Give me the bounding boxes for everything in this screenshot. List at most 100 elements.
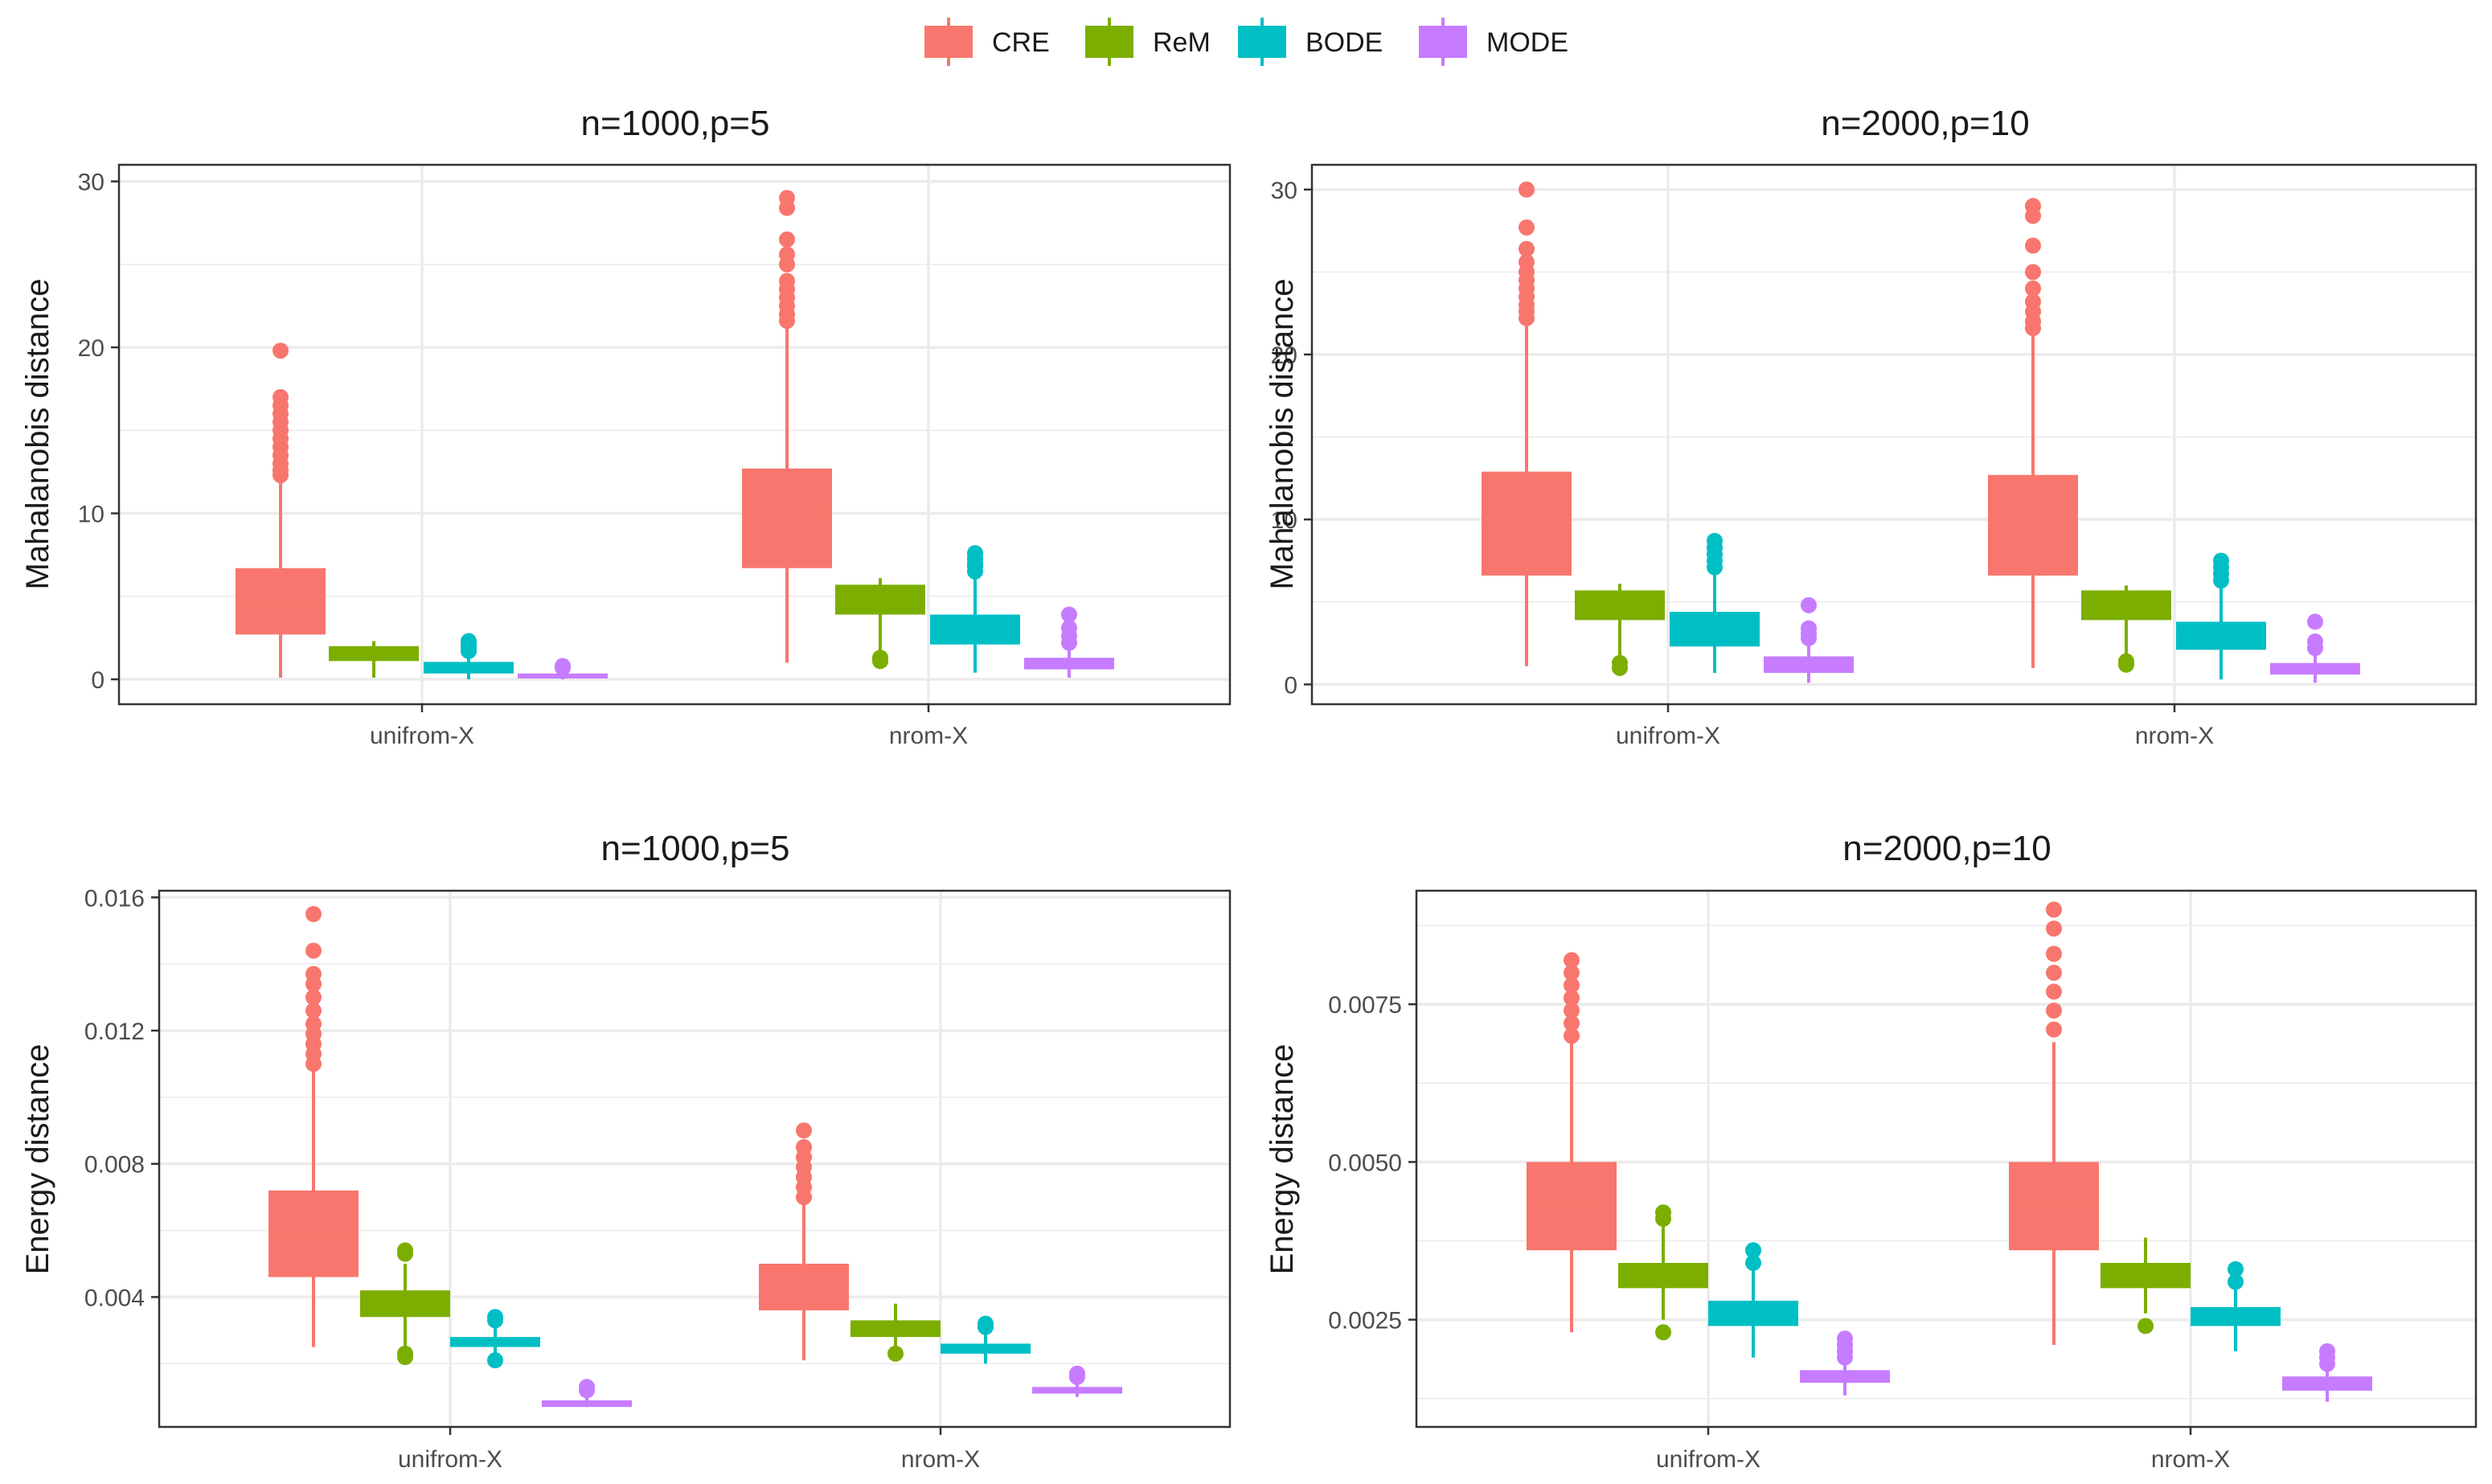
outlier-point <box>2025 237 2041 254</box>
box <box>941 1343 1031 1354</box>
y-axis-title: Energy distance <box>1264 1044 1300 1275</box>
legend-label: MODE <box>1486 27 1568 58</box>
y-tick-label: 10 <box>1271 507 1297 534</box>
outlier-point <box>1069 1365 1085 1382</box>
outlier-point <box>1745 1254 1761 1271</box>
outlier-point <box>305 942 322 959</box>
legend-key-box <box>1238 26 1286 58</box>
box <box>1482 471 1572 576</box>
box-cre-unifrom-X <box>268 906 359 1347</box>
outlier-point <box>1837 1330 1853 1347</box>
x-tick-label: nrom-X <box>901 1446 980 1473</box>
y-tick-label: 0 <box>91 667 105 694</box>
box-bode-unifrom-X <box>1670 532 1760 674</box>
box <box>742 468 832 568</box>
outlier-point <box>2228 1261 2244 1277</box>
panel-2: 0 10 20 30 unifrom-X nrom-X n=2000,p=10 Mahalan… <box>1264 104 2478 749</box>
box-bode-unifrom-X <box>1708 1242 1798 1358</box>
outlier-point <box>1655 1324 1671 1341</box>
outlier-point <box>1519 181 1535 198</box>
outlier-point <box>967 545 983 562</box>
outlier-point <box>1564 977 1580 994</box>
legend-item-mode: MODE <box>1419 18 1568 66</box>
panel-border <box>1310 163 2478 706</box>
box-cre-unifrom-X <box>1527 952 1617 1333</box>
box <box>1988 474 2078 576</box>
box-rem-unifrom-X <box>360 1242 450 1365</box>
y-tick-label: 0.0075 <box>1328 992 1402 1019</box>
legend-key-box <box>924 26 973 58</box>
box-mode-unifrom-X <box>542 1379 632 1408</box>
x-tick-label: unifrom-X <box>398 1446 502 1473</box>
box-bode-unifrom-X <box>450 1309 540 1369</box>
box-bode-nrom-X <box>941 1315 1031 1364</box>
box-mode-unifrom-X <box>1764 596 1854 683</box>
plot-area <box>1416 891 2476 1427</box>
x-tick-label: unifrom-X <box>1656 1446 1760 1473</box>
outlier-point <box>1612 654 1628 671</box>
panel-title: n=2000,p=10 <box>1821 104 2029 143</box>
outlier-point <box>2046 920 2062 937</box>
y-tick-label: 20 <box>78 335 105 362</box>
box-rem-nrom-X <box>2101 1237 2191 1334</box>
box <box>1024 658 1114 670</box>
outlier-point <box>2025 280 2041 297</box>
outlier-point <box>305 1002 322 1019</box>
outlier-point <box>1564 1027 1580 1044</box>
y-axis-title: Mahalanobis distance <box>1264 279 1300 590</box>
outlier-point <box>779 246 795 263</box>
outlier-point <box>2307 633 2323 650</box>
panel-border <box>158 889 1232 1429</box>
outlier-point <box>1564 1002 1580 1019</box>
outlier-point <box>1564 965 1580 982</box>
box <box>268 1190 359 1277</box>
outlier-point <box>273 342 289 359</box>
box-rem-unifrom-X <box>329 641 419 678</box>
y-tick-label: 0.004 <box>84 1285 145 1311</box>
x-tick-label: nrom-X <box>2151 1446 2230 1473</box>
box-cre-nrom-X <box>759 1122 849 1361</box>
y-axis-title: Energy distance <box>20 1044 55 1275</box>
legend-label: BODE <box>1305 27 1383 58</box>
plot-area <box>159 891 1230 1427</box>
box-bode-nrom-X <box>930 545 1020 673</box>
panel-title: n=1000,p=5 <box>581 104 770 143</box>
panel-border <box>1415 889 2478 1429</box>
outlier-point <box>872 650 888 666</box>
outlier-point <box>1564 990 1580 1006</box>
y-tick-label: 30 <box>78 170 105 196</box>
box-cre-nrom-X <box>2009 901 2099 1345</box>
y-tick-label: 0.012 <box>84 1019 145 1045</box>
box-rem-nrom-X <box>835 578 925 670</box>
legend: CRE ReM BODE MODE <box>924 18 1568 66</box>
x-tick-label: unifrom-X <box>370 723 474 749</box>
box-cre-nrom-X <box>742 190 832 663</box>
x-tick-label: nrom-X <box>2135 723 2214 749</box>
outlier-point <box>2118 653 2134 670</box>
box-bode-nrom-X <box>2191 1261 2281 1351</box>
outlier-point <box>2046 965 2062 982</box>
outlier-point <box>2228 1273 2244 1290</box>
y-tick-label: 20 <box>1271 342 1297 369</box>
box-rem-nrom-X <box>850 1303 941 1362</box>
box-mode-nrom-X <box>1032 1365 1122 1397</box>
outlier-point <box>1061 606 1077 623</box>
box <box>850 1320 941 1338</box>
outlier-point <box>2046 983 2062 1000</box>
outlier-point <box>796 1122 812 1139</box>
outlier-point <box>1745 1242 1761 1259</box>
box-cre-nrom-X <box>1988 198 2078 668</box>
box <box>450 1337 540 1347</box>
panels: 0 10 20 30 unifrom-X nrom-X n=1000,p=5 Mahalano… <box>20 104 2478 1473</box>
x-tick-label: nrom-X <box>889 723 968 749</box>
legend-key-box <box>1085 26 1133 58</box>
outlier-point <box>779 273 795 289</box>
box <box>2191 1306 2281 1326</box>
outlier-point <box>1061 620 1077 637</box>
outlier-point <box>887 1345 904 1362</box>
outlier-point <box>779 190 795 207</box>
box-cre-unifrom-X <box>236 342 326 678</box>
box-rem-unifrom-X <box>1618 1204 1708 1341</box>
legend-label: ReM <box>1153 27 1211 58</box>
box <box>835 584 925 615</box>
